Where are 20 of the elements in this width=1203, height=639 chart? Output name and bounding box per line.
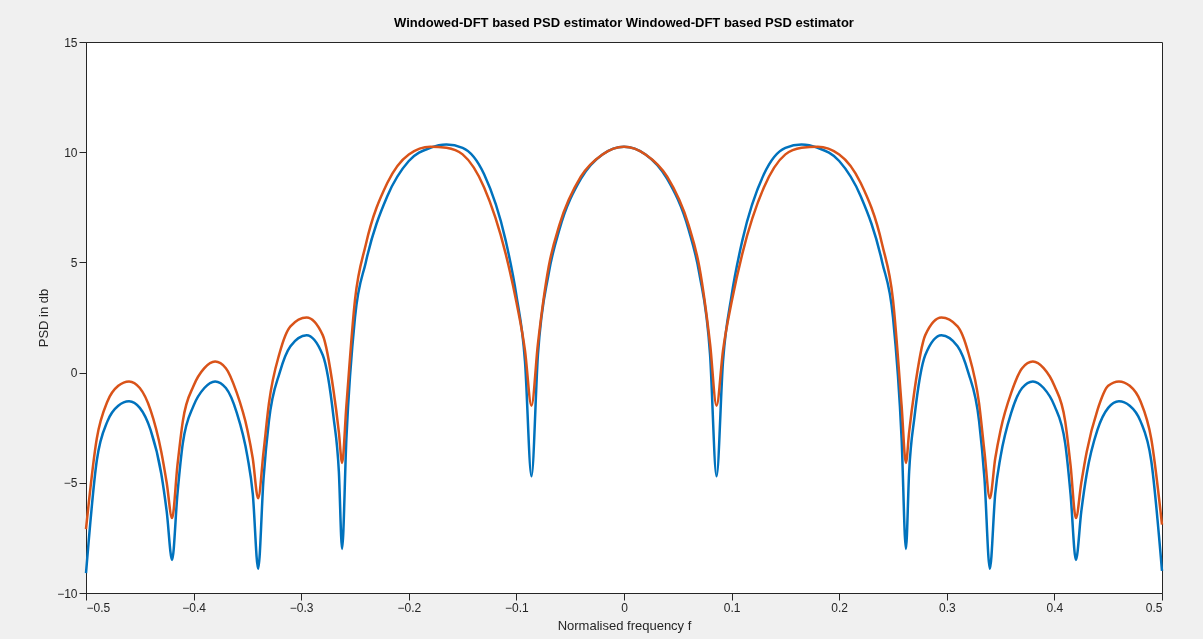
x-tick-label: 0.2 [831,600,849,615]
x-tick-label: −0.1 [505,600,530,615]
x-tick-label: −0.4 [182,600,207,615]
y-tick-label: 10 [64,145,78,160]
y-tick-label: −10 [57,586,78,601]
y-tick-label: 0 [70,366,78,381]
x-tick-label: 0.1 [723,600,741,615]
y-tick-label: 5 [70,255,78,270]
x-tick-label: −0.3 [289,600,314,615]
y-tick-label: 15 [64,35,78,50]
x-tick-label: −0.5 [86,600,111,615]
x-tick-label: 0.4 [1046,600,1064,615]
x-axis-title: Normalised frequency f [557,617,692,633]
x-tick-label: 0.3 [938,600,956,615]
x-tick-label: −0.2 [397,600,422,615]
y-axis-title: PSD in db [36,288,52,348]
y-tick-label: −5 [63,476,78,491]
chart-title: Windowed-DFT based PSD estimator Windowed-DFT based PSD estimator [394,15,854,30]
x-tick-label: 0 [621,600,629,615]
x-tick-label: 0.5 [1145,600,1163,615]
